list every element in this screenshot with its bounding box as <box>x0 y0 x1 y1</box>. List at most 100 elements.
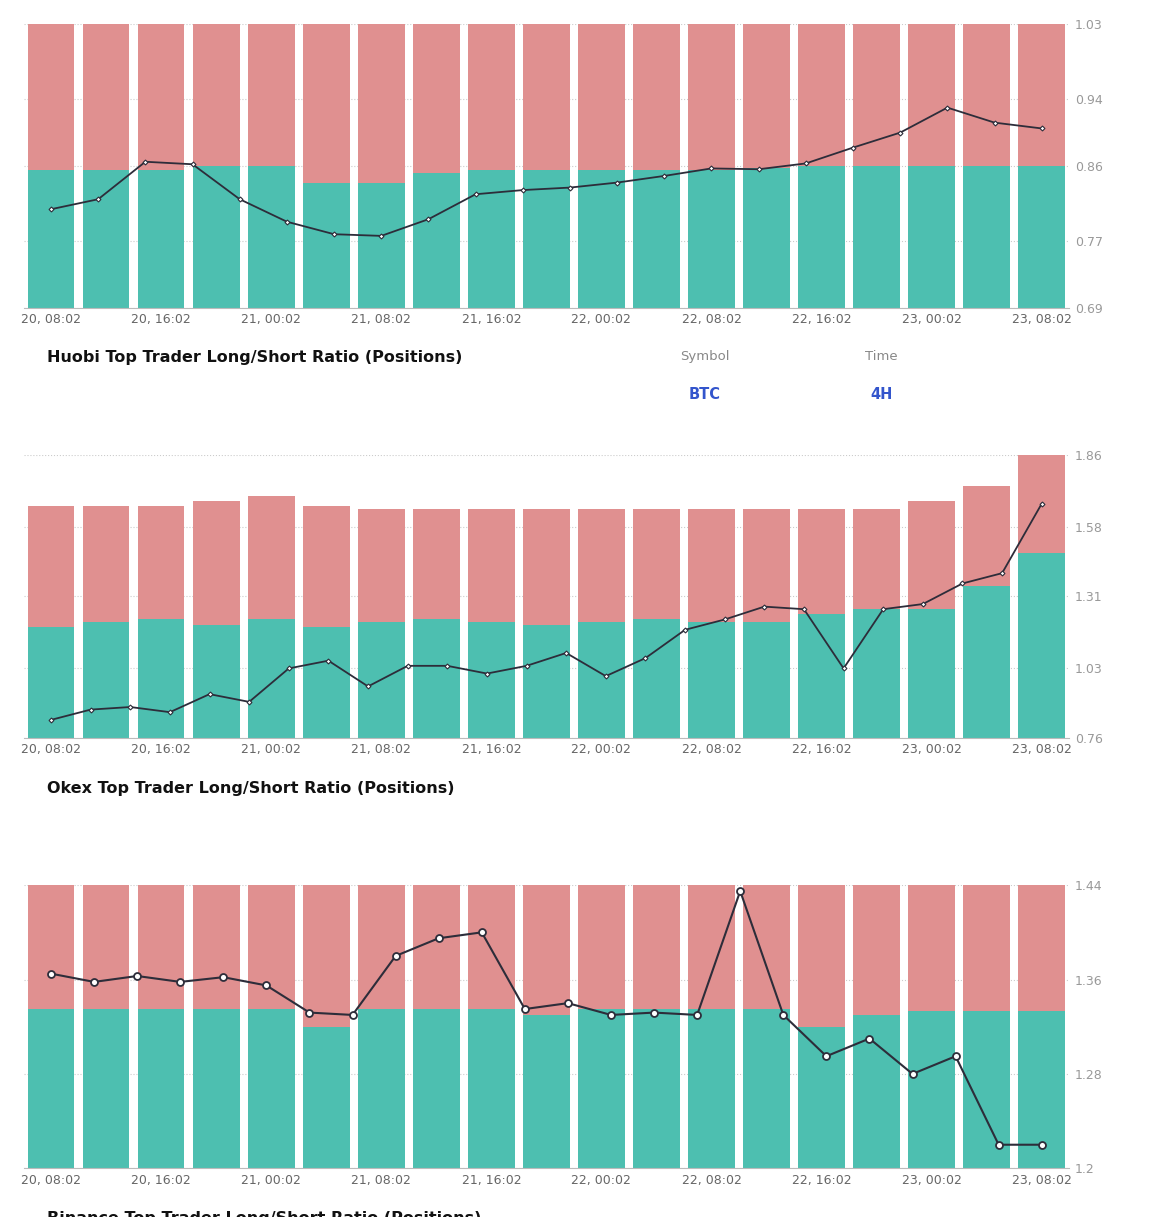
Bar <box>908 610 955 738</box>
Bar <box>798 24 845 166</box>
Bar <box>523 509 570 624</box>
Bar <box>412 173 459 308</box>
Bar <box>743 168 790 308</box>
Bar <box>908 24 955 166</box>
Text: Okex Top Trader Long/Short Ratio (Positions): Okex Top Trader Long/Short Ratio (Positi… <box>47 780 455 796</box>
Bar <box>468 885 515 1009</box>
Bar <box>523 885 570 1015</box>
Text: Time: Time <box>865 350 898 363</box>
Bar <box>578 170 625 308</box>
Bar <box>798 615 845 738</box>
Bar <box>578 622 625 738</box>
Bar <box>412 619 459 738</box>
Bar <box>578 24 625 170</box>
Bar <box>633 885 680 1009</box>
Bar <box>578 509 625 622</box>
Bar <box>633 24 680 170</box>
Bar <box>578 1009 625 1168</box>
Bar <box>193 624 240 738</box>
Bar <box>633 1009 680 1168</box>
Bar <box>633 170 680 308</box>
Bar <box>853 885 900 1015</box>
Text: BTC: BTC <box>689 387 721 402</box>
Bar <box>1019 885 1065 1011</box>
Bar <box>303 885 350 1027</box>
Bar <box>853 509 900 610</box>
Bar <box>689 509 734 622</box>
Bar <box>137 24 184 170</box>
Bar <box>523 24 570 170</box>
Bar <box>82 24 129 170</box>
Bar <box>303 1027 350 1168</box>
Bar <box>468 24 515 170</box>
Bar <box>358 183 404 308</box>
Text: Huobi Top Trader Long/Short Ratio (Positions): Huobi Top Trader Long/Short Ratio (Posit… <box>47 350 463 365</box>
Bar <box>82 622 129 738</box>
Bar <box>193 501 240 624</box>
Bar <box>303 24 350 183</box>
Bar <box>248 619 295 738</box>
Bar <box>798 166 845 308</box>
Bar <box>523 624 570 738</box>
Bar <box>689 170 734 308</box>
Bar <box>28 170 74 308</box>
Bar <box>1019 455 1065 553</box>
Bar <box>689 885 734 1009</box>
Bar <box>468 509 515 622</box>
Bar <box>853 1015 900 1168</box>
Bar <box>248 166 295 308</box>
Bar <box>248 1009 295 1168</box>
Bar <box>853 166 900 308</box>
Bar <box>963 1011 1010 1168</box>
Bar <box>193 166 240 308</box>
Bar <box>303 183 350 308</box>
Bar <box>193 1009 240 1168</box>
Bar <box>358 509 404 622</box>
Bar <box>578 885 625 1009</box>
Bar <box>82 170 129 308</box>
Bar <box>248 24 295 166</box>
Bar <box>28 24 74 170</box>
Bar <box>28 885 74 1009</box>
Bar <box>743 1009 790 1168</box>
Bar <box>1019 166 1065 308</box>
Bar <box>743 509 790 622</box>
Bar <box>853 610 900 738</box>
Bar <box>358 622 404 738</box>
Bar <box>193 885 240 1009</box>
Bar <box>303 627 350 738</box>
Bar <box>853 24 900 166</box>
Bar <box>248 885 295 1009</box>
Bar <box>1019 1011 1065 1168</box>
Bar <box>82 1009 129 1168</box>
Bar <box>633 509 680 619</box>
Bar <box>468 1009 515 1168</box>
Bar <box>963 486 1010 587</box>
Bar <box>1019 553 1065 738</box>
Bar <box>798 509 845 615</box>
Bar <box>412 1009 459 1168</box>
Bar <box>908 501 955 610</box>
Bar <box>1019 24 1065 166</box>
Bar <box>137 885 184 1009</box>
Bar <box>303 506 350 627</box>
Bar <box>412 509 459 619</box>
Bar <box>743 24 790 168</box>
Bar <box>963 24 1010 166</box>
Bar <box>28 627 74 738</box>
Bar <box>523 1015 570 1168</box>
Bar <box>28 506 74 627</box>
Bar <box>689 24 734 170</box>
Bar <box>358 1009 404 1168</box>
Bar <box>908 166 955 308</box>
Bar <box>137 1009 184 1168</box>
Bar <box>689 622 734 738</box>
Bar <box>137 619 184 738</box>
Bar <box>963 166 1010 308</box>
Text: Symbol: Symbol <box>680 350 730 363</box>
Bar <box>798 1027 845 1168</box>
Bar <box>358 24 404 183</box>
Bar <box>412 24 459 173</box>
Text: Binance Top Trader Long/Short Ratio (Positions): Binance Top Trader Long/Short Ratio (Pos… <box>47 1211 482 1217</box>
Bar <box>798 885 845 1027</box>
